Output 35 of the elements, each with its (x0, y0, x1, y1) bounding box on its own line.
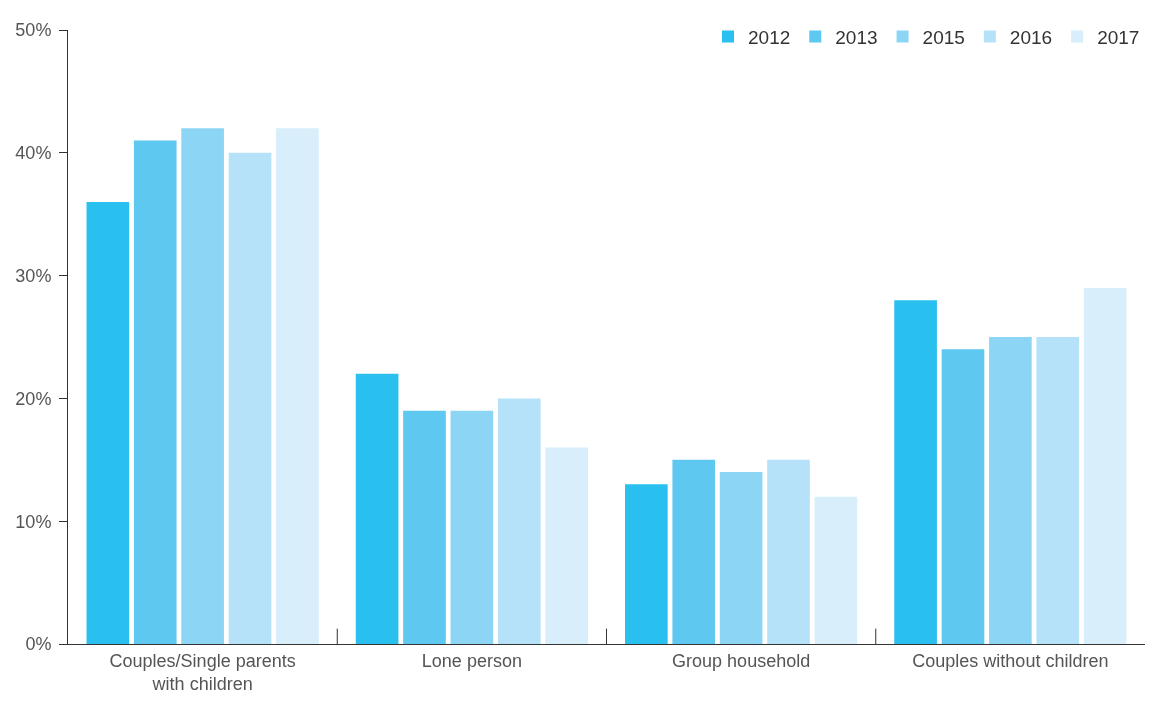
bar (181, 128, 224, 644)
bar (1083, 287, 1127, 644)
y-tick-label: 20% (15, 388, 52, 409)
y-tick-label: 30% (15, 265, 52, 286)
x-tick-label: Group household (672, 650, 811, 671)
bar (545, 447, 588, 644)
bar (403, 410, 446, 644)
bar (276, 128, 319, 644)
x-tick-label: Couples without children (912, 650, 1109, 671)
y-tick-label: 10% (15, 511, 52, 532)
y-tick-label: 0% (25, 634, 52, 655)
bar (814, 496, 858, 644)
bar (894, 300, 937, 644)
legend-label: 2016 (1009, 26, 1053, 48)
legend-label: 2015 (922, 26, 965, 48)
bar (86, 201, 130, 644)
x-tick-label: Couples/Single parents with children (109, 650, 296, 694)
legend-label: 2012 (748, 26, 791, 48)
bar (497, 398, 541, 644)
bar (228, 152, 272, 644)
bar (625, 484, 668, 644)
bar (941, 349, 985, 644)
y-tick-label: 40% (15, 143, 52, 164)
bar (133, 140, 177, 644)
y-tick-label: 50% (15, 20, 52, 41)
bar (719, 472, 763, 644)
bar (355, 373, 399, 644)
bar (450, 410, 494, 644)
legend-label: 2013 (835, 26, 878, 48)
bar (989, 337, 1032, 644)
bar (672, 459, 716, 644)
bar (1036, 337, 1080, 644)
x-tick-label: Lone person (421, 650, 522, 671)
legend-label: 2017 (1097, 26, 1140, 48)
bar (767, 459, 810, 644)
